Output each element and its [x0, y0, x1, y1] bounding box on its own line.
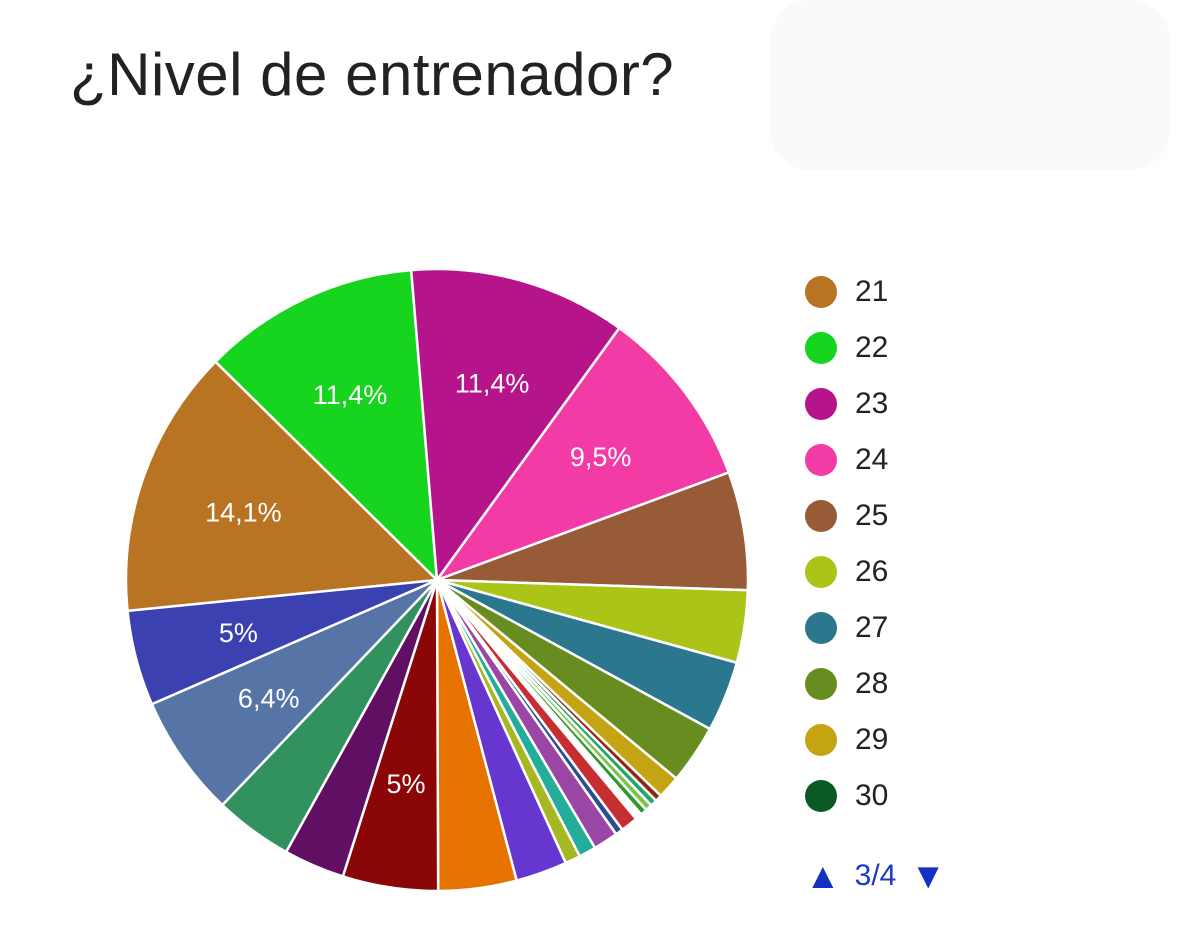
legend-label: 28	[855, 667, 889, 700]
pie-slice	[150, 578, 438, 807]
legend-label: 24	[855, 443, 889, 476]
legend-item: 25	[805, 488, 888, 544]
legend: 21 22 23 24 25 26 27 28 29 30	[805, 264, 888, 824]
legend-label: 29	[855, 723, 889, 756]
legend-label: 27	[855, 611, 889, 644]
legend-item: 24	[805, 432, 888, 488]
legend-swatch	[805, 444, 837, 476]
chart-title: ¿Nivel de entrenador?	[70, 41, 675, 108]
legend-swatch	[805, 500, 837, 532]
legend-swatch	[805, 668, 837, 700]
legend-label: 30	[855, 779, 889, 812]
legend-label: 25	[855, 499, 889, 532]
slice-label: 11,4%	[455, 368, 530, 398]
pie-slice	[433, 326, 731, 583]
slice-label: 9,5%	[570, 442, 632, 472]
slice-label: 5%	[219, 618, 258, 648]
legend-item: 29	[805, 712, 888, 768]
legend-swatch	[805, 724, 837, 756]
legend-swatch	[805, 332, 837, 364]
triangle-up-icon[interactable]: ▲	[805, 855, 841, 896]
pie-slice	[436, 470, 750, 592]
triangle-down-icon[interactable]: ▼	[910, 855, 946, 896]
legend-label: 22	[855, 331, 889, 364]
legend-pager: ▲ 3/4 ▼	[805, 858, 946, 894]
pie-slice	[409, 267, 622, 584]
legend-item: 28	[805, 656, 888, 712]
pie-slice	[213, 268, 439, 584]
slice-label: 6,4%	[238, 684, 300, 714]
legend-item: 22	[805, 320, 888, 376]
legend-label: 26	[855, 555, 889, 588]
legend-swatch	[805, 556, 837, 588]
slice-label: 14,1%	[205, 498, 282, 528]
pie-slice	[126, 578, 438, 706]
legend-label: 23	[855, 387, 889, 420]
legend-label: 21	[855, 275, 889, 308]
legend-item: 26	[805, 544, 888, 600]
legend-item: 23	[805, 376, 888, 432]
legend-swatch	[805, 612, 837, 644]
page-indicator: 3/4	[854, 859, 897, 892]
legend-item: 21	[805, 264, 888, 320]
legend-swatch	[805, 780, 837, 812]
pie-slice	[124, 359, 440, 613]
legend-item: 30	[805, 768, 888, 824]
legend-swatch	[805, 388, 837, 420]
legend-item: 27	[805, 600, 888, 656]
slice-label: 5%	[386, 769, 425, 799]
redacted-area	[770, 0, 1170, 170]
legend-swatch	[805, 276, 837, 308]
slice-label: 11,4%	[313, 380, 388, 410]
